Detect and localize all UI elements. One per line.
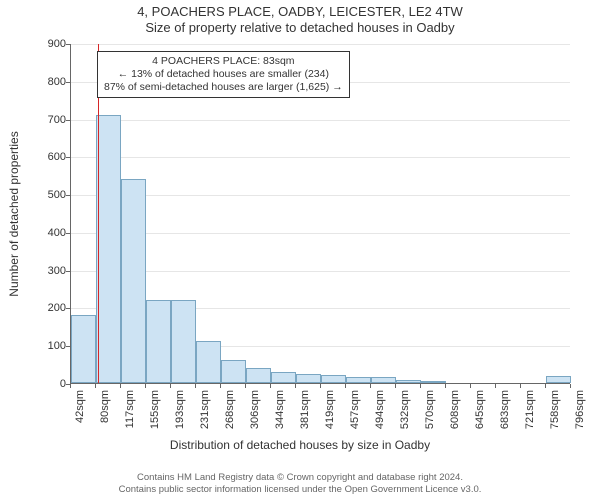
y-tick-label: 500 [36,189,66,201]
histogram-bar [346,377,371,383]
y-tick-label: 0 [36,378,66,390]
x-tick-mark [520,384,521,388]
x-tick-label: 42sqm [74,390,86,423]
x-tick-mark [470,384,471,388]
y-tick-label: 400 [36,227,66,239]
histogram-bar [71,315,96,383]
x-tick-mark [495,384,496,388]
x-tick-mark [345,384,346,388]
x-tick-mark [270,384,271,388]
histogram-bar [221,360,246,383]
annotation-box: 4 POACHERS PLACE: 83sqm ← 13% of detache… [97,51,350,98]
footer: Contains HM Land Registry data © Crown c… [0,472,600,496]
chart-root: 4, POACHERS PLACE, OADBY, LEICESTER, LE2… [0,0,600,500]
histogram-bar [371,377,396,383]
x-tick-mark [220,384,221,388]
x-tick-mark [320,384,321,388]
x-tick-mark [120,384,121,388]
y-tick-label: 100 [36,340,66,352]
y-axis-label: Number of detached properties [7,131,21,296]
histogram-bar [271,372,296,383]
x-tick-mark [445,384,446,388]
y-tick-label: 700 [36,114,66,126]
x-tick-mark [420,384,421,388]
title-line2: Size of property relative to detached ho… [0,20,600,36]
x-tick-label: 721sqm [524,390,536,429]
y-tick-label: 600 [36,151,66,163]
x-tick-label: 193sqm [174,390,186,429]
annotation-line3: 87% of semi-detached houses are larger (… [104,81,343,94]
x-tick-mark [195,384,196,388]
x-tick-label: 117sqm [124,390,136,428]
x-tick-label: 344sqm [274,390,286,429]
y-tick-label: 300 [36,265,66,277]
histogram-bar [321,375,346,383]
x-tick-mark [95,384,96,388]
x-tick-mark [245,384,246,388]
x-tick-mark [370,384,371,388]
x-tick-label: 683sqm [499,390,511,429]
annotation-line1: 4 POACHERS PLACE: 83sqm [104,55,343,68]
footer-line1: Contains HM Land Registry data © Crown c… [0,472,600,484]
histogram-bar [196,341,221,383]
histogram-bar [296,374,321,383]
histogram-bar [421,381,446,383]
annotation-line2: ← 13% of detached houses are smaller (23… [104,68,343,81]
x-tick-mark [545,384,546,388]
x-tick-mark [570,384,571,388]
title-block: 4, POACHERS PLACE, OADBY, LEICESTER, LE2… [0,4,600,35]
histogram-bar [246,368,271,383]
x-tick-label: 80sqm [99,390,111,423]
x-axis-label: Distribution of detached houses by size … [0,438,600,452]
x-tick-label: 608sqm [449,390,461,429]
x-tick-mark [395,384,396,388]
x-tick-label: 494sqm [374,390,386,429]
x-tick-label: 796sqm [574,390,586,429]
title-line1: 4, POACHERS PLACE, OADBY, LEICESTER, LE2… [0,4,600,20]
x-tick-label: 268sqm [224,390,236,429]
histogram-bar [121,179,146,383]
y-tick-label: 800 [36,76,66,88]
x-tick-label: 570sqm [424,390,436,429]
x-tick-mark [295,384,296,388]
histogram-bar [96,115,121,383]
histogram-bar [546,376,571,383]
x-tick-mark [170,384,171,388]
y-tick-label: 200 [36,302,66,314]
y-tick-label: 900 [36,38,66,50]
histogram-bar [146,300,171,383]
x-tick-mark [145,384,146,388]
x-tick-label: 381sqm [299,390,311,429]
histogram-bar [171,300,196,383]
x-tick-label: 231sqm [199,390,211,429]
x-tick-label: 155sqm [149,390,161,429]
x-tick-label: 645sqm [474,390,486,429]
x-tick-label: 532sqm [399,390,411,429]
histogram-bar [396,380,421,383]
x-tick-label: 306sqm [249,390,261,429]
footer-line2: Contains public sector information licen… [0,484,600,496]
x-tick-label: 457sqm [349,390,361,429]
x-tick-label: 758sqm [549,390,561,429]
x-tick-mark [70,384,71,388]
x-tick-label: 419sqm [324,390,336,429]
